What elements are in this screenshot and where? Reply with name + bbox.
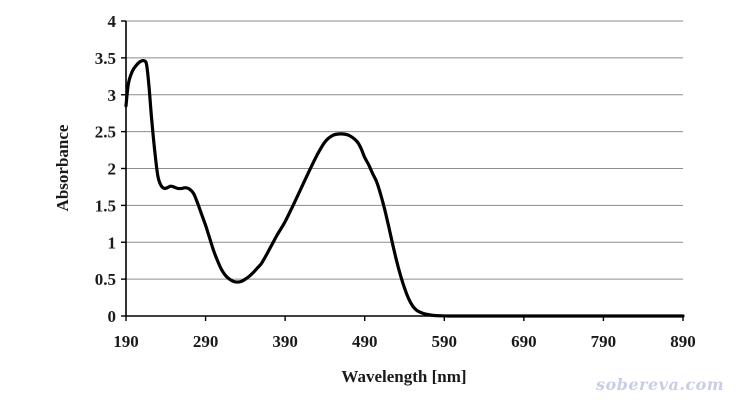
y-tick-label: 1 [108,233,117,252]
x-axis-title: Wavelength [nm] [341,367,466,386]
series-group [124,58,685,318]
x-tick-label: 390 [272,332,298,351]
x-tick-label: 590 [432,332,458,351]
x-tick-labels: 190 290 390 490 590 690 790 890 [113,332,696,351]
y-axis-title: Absorbance [53,124,72,211]
y-tick-label: 2.5 [95,123,116,142]
y-tick-label: 1.5 [95,196,116,215]
y-tick-labels: 0 0.5 1 1.5 2 2.5 3 3.5 4 [95,12,117,326]
x-tick-label: 290 [193,332,219,351]
y-tick-label: 0 [108,307,117,326]
x-tick-label: 890 [670,332,696,351]
y-tick-label: 4 [108,12,117,31]
x-tick-label: 190 [113,332,139,351]
tick-marks [121,20,684,321]
x-tick-label: 790 [591,332,617,351]
y-tick-label: 3 [108,86,117,105]
y-tick-label: 0.5 [95,270,116,289]
y-tick-label: 3.5 [95,49,116,68]
absorbance-series-line [124,58,685,318]
gridlines [126,20,683,280]
x-tick-label: 490 [352,332,378,351]
y-tick-label: 2 [108,160,117,179]
x-tick-label: 690 [511,332,537,351]
watermark: sobereva.com [596,375,725,394]
